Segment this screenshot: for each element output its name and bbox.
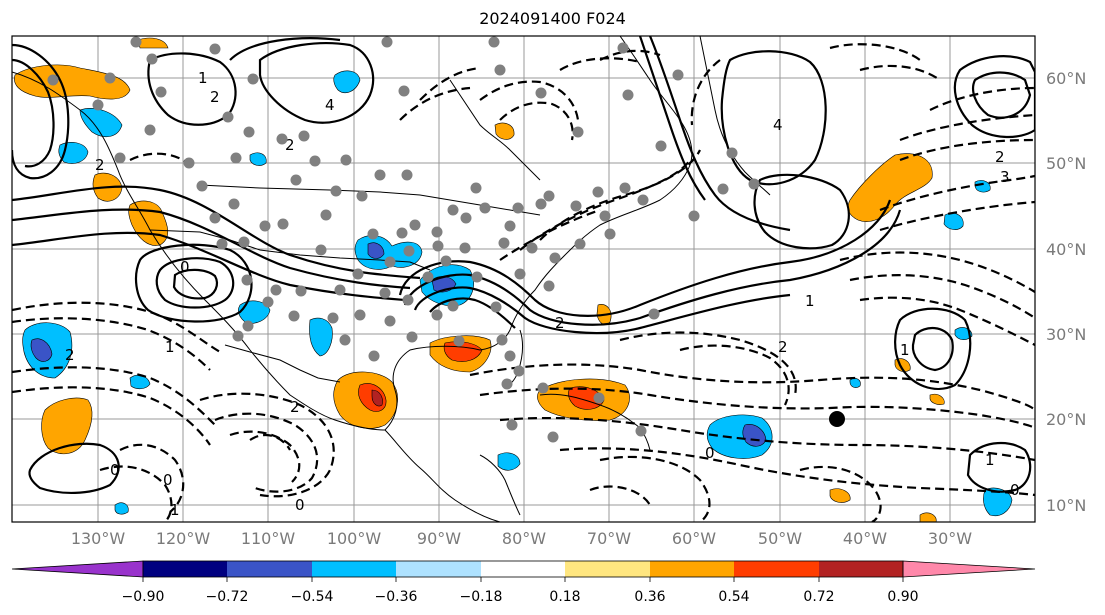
svg-text:0: 0 (1010, 481, 1020, 499)
colorbar-segment (565, 561, 650, 577)
svg-text:2: 2 (95, 156, 105, 174)
lon-label: 90°W (417, 529, 461, 548)
colorbar: −0.90 −0.72 −0.54 −0.36 −0.18 0.18 0.36 … (11, 560, 1036, 605)
colorbar-extend-right (902, 560, 1036, 578)
svg-text:1: 1 (900, 341, 910, 359)
svg-text:1: 1 (165, 338, 175, 356)
storm-center-marker (829, 411, 845, 427)
lat-label: 20°N (1046, 410, 1086, 429)
colorbar-tick-label: 0.36 (634, 589, 665, 605)
lat-label: 30°N (1046, 325, 1086, 344)
lat-label: 50°N (1046, 154, 1086, 173)
lat-label: 10°N (1046, 496, 1086, 515)
svg-text:2: 2 (210, 88, 220, 106)
observation-points (47, 36, 760, 443)
lat-label: 40°N (1046, 240, 1086, 259)
positive-anomaly-fills (14, 37, 945, 522)
longitude-labels: 130°W 120°W 110°W 100°W 90°W 80°W 70°W 6… (71, 529, 972, 548)
lon-label: 80°W (502, 529, 546, 548)
dashed-contours (12, 43, 1035, 522)
colorbar-tick-label: 0.18 (549, 589, 580, 605)
svg-text:1: 1 (170, 501, 180, 519)
colorbar-extend-left (11, 560, 144, 578)
svg-text:0: 0 (295, 496, 305, 514)
latitude-labels: 60°N 50°N 40°N 30°N 20°N 10°N (1046, 69, 1086, 515)
svg-text:2: 2 (290, 398, 300, 416)
svg-text:3: 3 (1000, 168, 1010, 186)
svg-text:2: 2 (555, 314, 565, 332)
negative-anomaly-fills (22, 70, 1013, 517)
svg-text:1: 1 (198, 69, 208, 87)
lon-label: 130°W (71, 529, 126, 548)
svg-text:1: 1 (985, 451, 995, 469)
colorbar-tick-label: −0.90 (122, 589, 165, 605)
lon-label: 50°W (758, 529, 802, 548)
svg-text:2: 2 (995, 148, 1005, 166)
colorbar-segment (396, 561, 481, 577)
colorbar-tick-label: 0.54 (718, 589, 749, 605)
colorbar-segment (481, 561, 565, 577)
lon-label: 70°W (587, 529, 631, 548)
svg-text:0: 0 (180, 258, 190, 276)
svg-text:1: 1 (805, 292, 815, 310)
lon-label: 120°W (156, 529, 211, 548)
svg-text:2: 2 (778, 338, 788, 356)
colorbar-segment (143, 561, 227, 577)
lat-label: 60°N (1046, 69, 1086, 88)
colorbar-segment (734, 561, 819, 577)
lon-label: 100°W (327, 529, 382, 548)
colorbar-tick-label: −0.54 (291, 589, 334, 605)
colorbar-tick-label: −0.36 (375, 589, 418, 605)
svg-text:0: 0 (110, 461, 120, 479)
colorbar-tick-label: −0.18 (460, 589, 503, 605)
contour-labels: 1 2 4 2 2 1 2 3 2 1 2 0 0 0 0 1 1 2 1 2 … (65, 69, 1020, 519)
lon-label: 30°W (928, 529, 972, 548)
colorbar-segment (227, 561, 312, 577)
svg-text:0: 0 (163, 471, 173, 489)
svg-text:0: 0 (705, 444, 715, 462)
svg-text:2: 2 (65, 346, 75, 364)
colorbar-segment (819, 561, 903, 577)
svg-text:4: 4 (773, 116, 783, 134)
colorbar-tick-label: 0.90 (887, 589, 918, 605)
lon-label: 60°W (672, 529, 716, 548)
colorbar-tick-label: −0.72 (206, 589, 249, 605)
colorbar-segment (650, 561, 734, 577)
lon-label: 110°W (241, 529, 296, 548)
colorbar-segment (312, 561, 396, 577)
map-title: 2024091400 F024 (479, 9, 626, 28)
map-border (11, 35, 1036, 523)
graticule (12, 36, 1035, 522)
lon-label: 40°W (843, 529, 887, 548)
svg-text:4: 4 (325, 96, 335, 114)
colorbar-tick-label: 0.72 (803, 589, 834, 605)
svg-text:2: 2 (285, 136, 295, 154)
